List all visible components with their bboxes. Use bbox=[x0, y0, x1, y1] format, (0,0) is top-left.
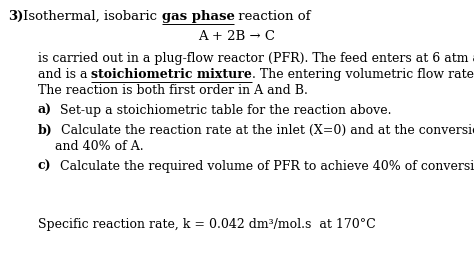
Text: is carried out in a plug-flow reactor (PFR). The feed enters at 6 atm and 170 °C: is carried out in a plug-flow reactor (P… bbox=[38, 52, 474, 65]
Text: Calculate the required volume of PFR to achieve 40% of conversion of A.: Calculate the required volume of PFR to … bbox=[52, 160, 474, 173]
Text: and is a: and is a bbox=[38, 68, 91, 81]
Text: and 40% of A.: and 40% of A. bbox=[55, 140, 144, 153]
Text: 3): 3) bbox=[8, 10, 23, 23]
Text: b): b) bbox=[38, 124, 53, 137]
Text: a): a) bbox=[38, 104, 52, 117]
Text: Calculate the reaction rate at the inlet (X=0) and at the conversions of 20%: Calculate the reaction rate at the inlet… bbox=[53, 124, 474, 137]
Text: A + 2B → C: A + 2B → C bbox=[199, 30, 275, 43]
Text: reaction of: reaction of bbox=[235, 10, 311, 23]
Text: . The entering volumetric flow rate is 10 dm³/s.: . The entering volumetric flow rate is 1… bbox=[252, 68, 474, 81]
Text: c): c) bbox=[38, 160, 52, 173]
Text: Specific reaction rate, k = 0.042 dm³/mol.s  at 170°C: Specific reaction rate, k = 0.042 dm³/mo… bbox=[38, 218, 376, 231]
Text: The reaction is both first order in A and B.: The reaction is both first order in A an… bbox=[38, 84, 308, 97]
Text: stoichiometric mixture: stoichiometric mixture bbox=[91, 68, 252, 81]
Text: Isothermal, isobaric: Isothermal, isobaric bbox=[23, 10, 162, 23]
Text: Set-up a stoichiometric table for the reaction above.: Set-up a stoichiometric table for the re… bbox=[52, 104, 392, 117]
Text: gas phase: gas phase bbox=[162, 10, 235, 23]
